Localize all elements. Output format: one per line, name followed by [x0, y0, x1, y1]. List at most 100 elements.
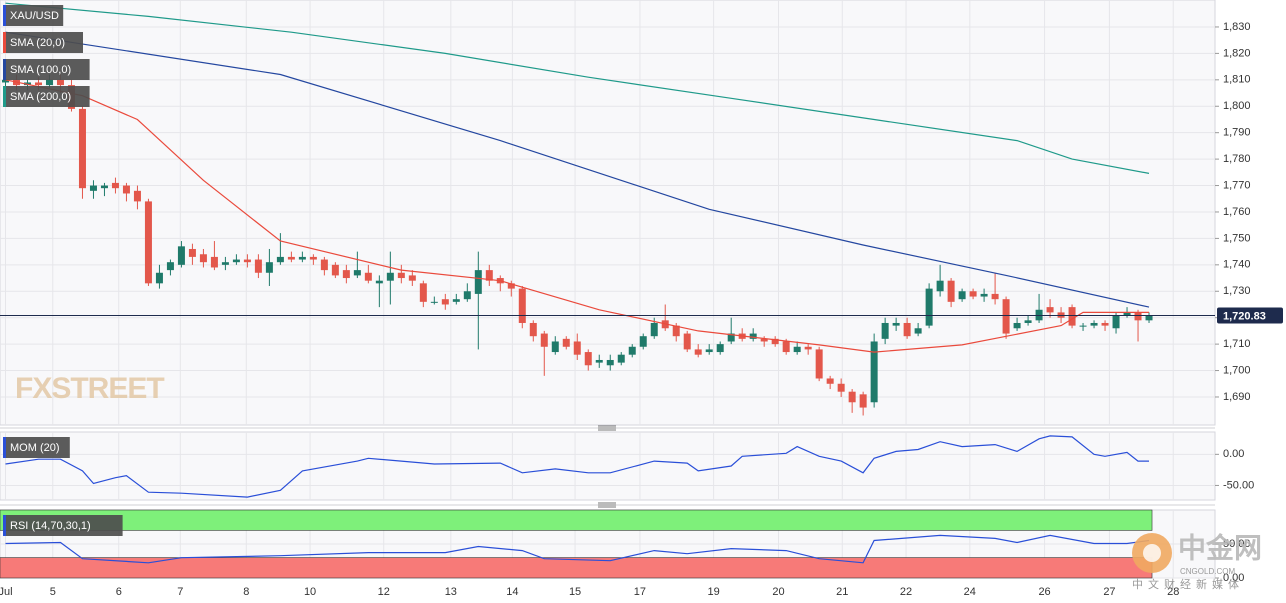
candle-body: [221, 262, 229, 265]
x-tick-label: 6: [116, 586, 122, 598]
legend-box: [3, 86, 90, 107]
candle-body: [947, 280, 955, 302]
candle-body: [89, 185, 97, 191]
y-tick-label: 1,810: [1223, 74, 1251, 86]
candle-body: [914, 328, 922, 334]
candle-body: [34, 82, 42, 86]
candle-body: [848, 391, 856, 403]
candle-body: [837, 383, 845, 392]
legend-entry: SMA (20,0): [10, 37, 65, 49]
candle-body: [177, 246, 185, 265]
x-tick-label: 24: [964, 586, 976, 598]
panel: [0, 431, 1216, 501]
legend-swatch: [3, 59, 6, 80]
candle-body: [56, 79, 64, 86]
candle-body: [320, 259, 328, 271]
x-tick-label: 20: [772, 586, 784, 598]
candle-body: [133, 190, 141, 202]
candle-body: [1101, 322, 1109, 326]
candle-body: [903, 322, 911, 337]
line: [5, 435, 1149, 498]
logo-name: 中金网: [1178, 531, 1262, 563]
candle-body: [474, 270, 482, 294]
y-tick-label: 0.00: [1223, 572, 1244, 584]
x-tick-label: Jul: [0, 586, 13, 598]
candle-body: [430, 301, 438, 303]
x-tick-label: 27: [1103, 586, 1115, 598]
legend-strip: [3, 437, 6, 458]
candle-body: [551, 341, 559, 353]
candle-body: [1068, 307, 1076, 326]
candle-body: [628, 346, 636, 355]
x-tick-label: 7: [177, 586, 183, 598]
candle-body: [925, 288, 933, 326]
legend-entry: SMA (100,0): [10, 64, 71, 76]
candle-body: [859, 394, 867, 408]
x-tick-label: 28: [1167, 586, 1179, 598]
candle-body: [672, 325, 680, 337]
candle-body: [617, 354, 625, 363]
candle-body: [782, 341, 790, 353]
candle-body: [705, 349, 713, 353]
y-tick-label: 1,760: [1223, 206, 1251, 218]
candle-body: [562, 338, 570, 347]
candle-body: [342, 270, 350, 279]
candle-body: [749, 333, 757, 339]
candle-body: [166, 262, 174, 271]
line: [5, 31, 1150, 308]
candle-body: [892, 322, 900, 326]
candle-body: [111, 182, 119, 189]
legend-swatch: [3, 86, 6, 107]
candle-body: [507, 283, 515, 289]
candle-body: [309, 256, 317, 260]
y-tick-label: 1,710: [1223, 338, 1251, 350]
candle-body: [1145, 315, 1153, 321]
rsi-band: [0, 557, 1153, 579]
legend-strip: [3, 515, 6, 536]
x-tick-label: 21: [836, 586, 848, 598]
candle-body: [1002, 299, 1010, 334]
candle-body: [397, 272, 405, 279]
y-tick-label: 1,780: [1223, 153, 1251, 165]
legend-box: [3, 59, 90, 80]
x-tick-label: 26: [1038, 586, 1050, 598]
x-tick-label: 10: [304, 586, 316, 598]
candle-body: [1013, 322, 1021, 329]
y-tick-label: 1,820: [1223, 47, 1251, 59]
candle-body: [441, 299, 449, 305]
candle-body: [188, 248, 196, 257]
candle-body: [287, 256, 295, 260]
candle-body: [518, 288, 526, 323]
x-tick-label: 15: [569, 586, 581, 598]
candle-body: [716, 344, 724, 353]
x-tick-label: 19: [707, 586, 719, 598]
y-tick-label: 1,830: [1223, 21, 1251, 33]
candle-body: [980, 293, 988, 297]
candle-body: [1112, 315, 1120, 329]
line: [5, 2, 1150, 174]
legend-box: [3, 32, 83, 53]
last-price-label: 1,720.83: [1223, 310, 1266, 322]
candle-body: [540, 333, 548, 347]
x-tick-label: 5: [50, 586, 56, 598]
x-tick-label: 17: [634, 586, 646, 598]
candle-body: [243, 259, 251, 263]
y-tick-label: 50.00: [1223, 538, 1251, 550]
candle-body: [100, 185, 108, 189]
candle-body: [936, 280, 944, 292]
x-tick-label: 13: [445, 586, 457, 598]
candle-body: [1079, 325, 1087, 327]
candle-body: [969, 291, 977, 297]
logo-site: CNGOLD.COM: [1180, 567, 1235, 576]
candle-body: [958, 291, 966, 300]
candle-body: [529, 322, 537, 337]
candle-body: [452, 299, 460, 302]
candle-body: [199, 254, 207, 263]
panel: [0, 0, 1216, 426]
candle-body: [639, 336, 647, 347]
x-tick-label: 12: [378, 586, 390, 598]
candle-body: [991, 293, 999, 300]
candle-body: [1046, 307, 1054, 313]
candle-body: [650, 322, 658, 337]
candle-body: [45, 79, 53, 86]
